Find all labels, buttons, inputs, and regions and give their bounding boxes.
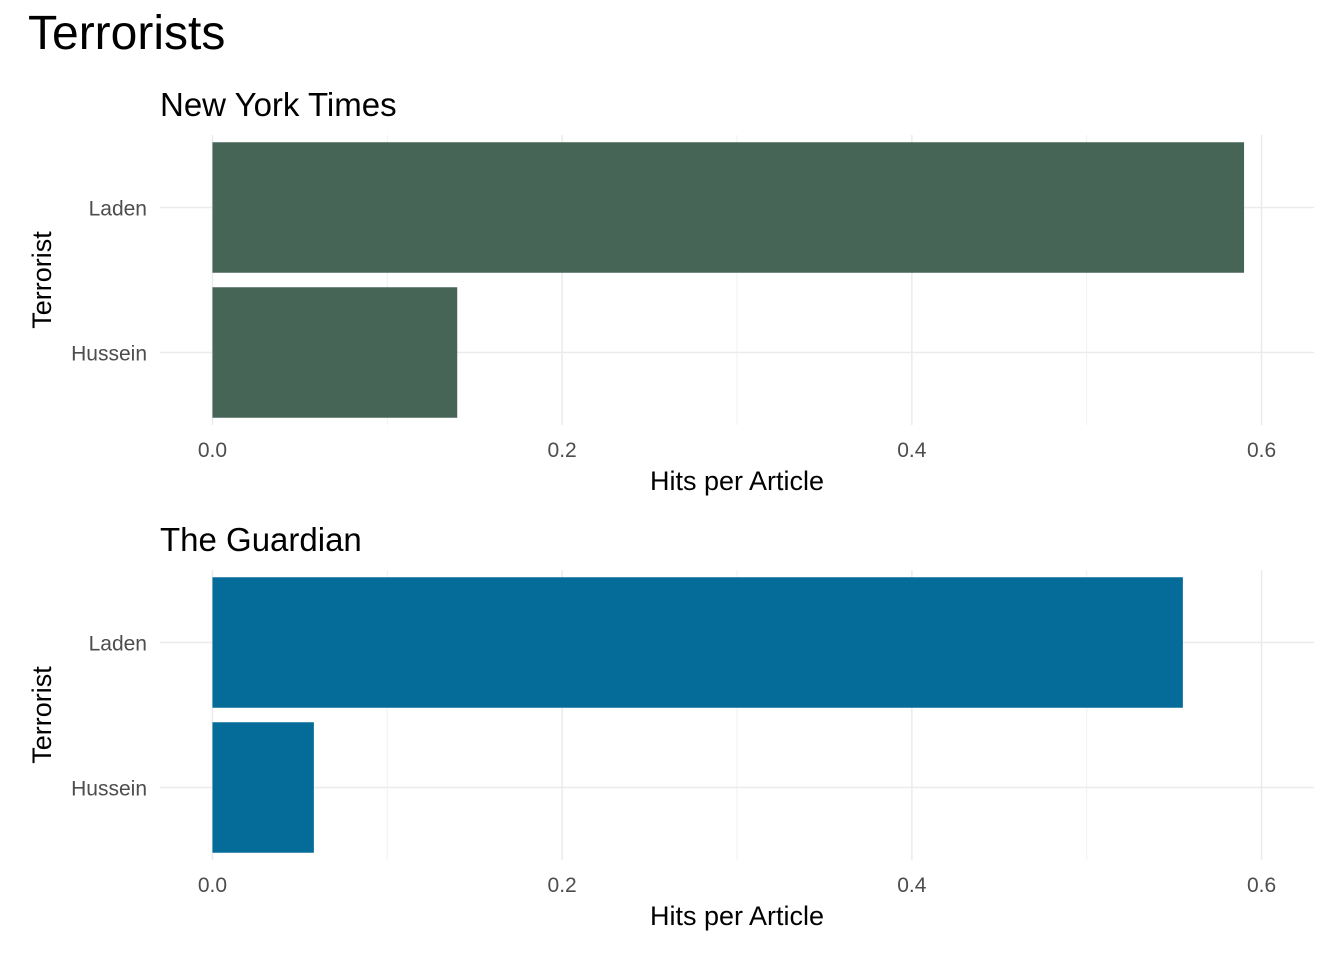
y-axis-title: Terrorist: [27, 666, 57, 764]
x-tick-label: 0.4: [897, 874, 927, 897]
bar-hussein: [212, 287, 458, 418]
y-axis-title: Terrorist: [27, 231, 57, 329]
x-tick-label: 0.0: [198, 874, 227, 897]
x-tick-label: 0.2: [548, 874, 577, 897]
panel-title: The Guardian: [160, 521, 362, 558]
x-tick-label: 0.6: [1247, 439, 1276, 462]
bar-laden: [212, 577, 1183, 708]
bar-laden: [212, 142, 1245, 273]
chart-main-title: Terrorists: [28, 7, 226, 60]
y-tick-label: Laden: [89, 633, 147, 656]
bar-hussein: [212, 722, 314, 853]
y-tick-label: Hussein: [71, 343, 147, 366]
x-tick-label: 0.0: [198, 439, 227, 462]
x-tick-label: 0.2: [548, 439, 577, 462]
x-axis-title: Hits per Article: [650, 901, 824, 931]
x-tick-label: 0.6: [1247, 874, 1276, 897]
y-tick-label: Laden: [89, 198, 147, 221]
y-tick-label: Hussein: [71, 778, 147, 801]
x-tick-label: 0.4: [897, 439, 927, 462]
panel-title: New York Times: [160, 86, 397, 123]
x-axis-title: Hits per Article: [650, 466, 824, 496]
